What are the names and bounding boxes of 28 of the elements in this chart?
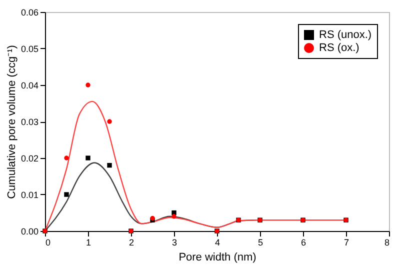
point — [107, 119, 112, 124]
x-tick-label: 7 — [344, 238, 350, 248]
y-axis-title: Cumulative pore volume (ccg⁻¹) — [6, 45, 18, 199]
y-tick-label: 0.04 — [20, 80, 38, 90]
point — [172, 210, 176, 216]
y-tick-label: 0.02 — [20, 154, 38, 164]
x-tick-label: 5 — [258, 238, 264, 248]
point — [172, 214, 176, 219]
x-tick-label: 3 — [172, 238, 178, 248]
x-tick-label: 6 — [300, 238, 306, 248]
y-tick-label: 0.03 — [20, 117, 38, 127]
y-tick-label: 0.01 — [20, 190, 38, 200]
point — [107, 162, 112, 168]
point — [64, 192, 69, 197]
legend-label: RS (unox.) — [319, 29, 372, 41]
point — [86, 156, 90, 160]
y-tick-label: 0.00 — [20, 226, 38, 236]
point — [64, 156, 69, 160]
x-tick-label: 8 — [384, 238, 390, 248]
x-tick-label: 1 — [86, 238, 92, 248]
x-tick-label: 2 — [128, 238, 134, 248]
y-tick-label: 0.06 — [20, 8, 38, 18]
point — [86, 82, 90, 88]
x-axis-title: Pore width (nm) — [178, 252, 256, 264]
x-tick-label: 0 — [46, 238, 51, 248]
legend-label: RS (ox.) — [319, 42, 360, 54]
x-tick-label: 4 — [214, 238, 220, 248]
y-tick-label: 0.05 — [20, 44, 38, 54]
